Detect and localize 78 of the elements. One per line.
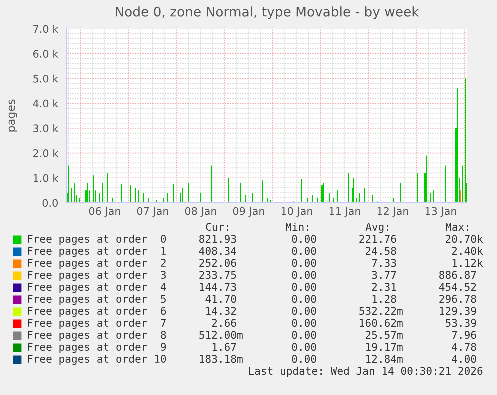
text: 0.00 bbox=[292, 235, 316, 244]
text: 886.87 bbox=[440, 271, 476, 280]
text: Max: bbox=[446, 223, 468, 232]
text: 0.00 bbox=[292, 307, 316, 316]
x-tick-label: 10 Jan bbox=[282, 207, 312, 218]
text: 2.31 bbox=[372, 283, 396, 292]
text: 20.70k bbox=[446, 234, 484, 244]
legend-label: Free pages at order 1 bbox=[28, 246, 166, 258]
text: 2.40k bbox=[452, 246, 484, 256]
legend-label: Free pages at order 5 bbox=[28, 294, 166, 306]
legend-label: Free pages at order 0 bbox=[28, 234, 166, 246]
legend-label: Free pages at order 8 bbox=[28, 330, 166, 342]
text: 53.39 bbox=[446, 319, 476, 328]
legend-label: Free pages at order 10 bbox=[28, 354, 166, 366]
text: 25.57m bbox=[366, 331, 403, 340]
text: 454.52 bbox=[439, 283, 476, 292]
legend-label: Free pages at order 3 bbox=[28, 270, 166, 282]
y-tick-label: 6.0 k bbox=[33, 50, 59, 58]
chart-title: Node 0, zone Normal, type Movable - by week bbox=[116, 6, 420, 20]
legend-label: Free pages at order 4 bbox=[28, 282, 166, 294]
x-tick-label: 12 Jan bbox=[378, 207, 408, 218]
text: 532.22m bbox=[360, 307, 403, 316]
text: 0.00 bbox=[292, 295, 316, 304]
text: 0.00 bbox=[292, 259, 316, 268]
text: 512.00m bbox=[200, 331, 243, 340]
text: 0.00 bbox=[292, 355, 316, 364]
text: Last update: Wed Jan 14 00:30:21 2026 bbox=[249, 366, 483, 378]
text: 14.32 bbox=[206, 307, 236, 316]
text: 129.39 bbox=[440, 307, 476, 316]
text: 0.00 bbox=[292, 271, 316, 280]
text: 296.78 bbox=[440, 295, 476, 304]
text: 3.77 bbox=[372, 271, 396, 280]
text: 233.75 bbox=[200, 271, 236, 280]
text: 821.93 bbox=[200, 235, 236, 244]
y-tick-label: 0.0 bbox=[42, 199, 58, 208]
x-tick-label: 08 Jan bbox=[185, 207, 216, 218]
x-tick-label: 09 Jan bbox=[233, 207, 264, 218]
x-tick-label: 06 Jan bbox=[89, 207, 120, 218]
y-tick-label: 1.0 k bbox=[34, 174, 59, 182]
text: 0.00 bbox=[292, 331, 316, 340]
y-tick-label: 3.0 k bbox=[34, 124, 59, 133]
text: 7.33 bbox=[372, 259, 396, 268]
text: 0.00 bbox=[292, 283, 316, 292]
y-tick-label: 5.0 k bbox=[34, 74, 59, 83]
text: 4.00 bbox=[452, 355, 476, 364]
x-tick-label: 11 Jan bbox=[330, 207, 360, 218]
x-tick-label: 13 Jan bbox=[426, 207, 456, 218]
x-tick-label: 07 Jan bbox=[137, 207, 168, 218]
text: 4.78 bbox=[452, 343, 476, 352]
text: 41.70 bbox=[206, 295, 236, 304]
text: 7.96 bbox=[452, 331, 476, 340]
text: 1.67 bbox=[212, 343, 236, 352]
text: 0.00 bbox=[292, 247, 316, 256]
text: 19.17m bbox=[366, 343, 403, 352]
text: 183.18m bbox=[200, 355, 243, 364]
text: 1.12k bbox=[452, 258, 484, 267]
legend-label: Free pages at order 7 bbox=[28, 318, 166, 330]
text: 24.58 bbox=[366, 247, 396, 256]
y-axis-title: pages bbox=[8, 100, 18, 132]
y-tick-label: 2.0 k bbox=[34, 149, 59, 158]
legend-label: Free pages at order 2 bbox=[28, 258, 166, 270]
text: 1.28 bbox=[372, 295, 396, 304]
text: 12.84m bbox=[366, 355, 403, 364]
legend-label: Free pages at order 6 bbox=[28, 306, 166, 318]
y-tick-label: 4.0 k bbox=[33, 100, 59, 108]
y-tick-label: 7.0 k bbox=[34, 25, 59, 34]
text: Cur: bbox=[206, 223, 228, 232]
text: 160.62m bbox=[360, 319, 403, 328]
text: 0.00 bbox=[292, 319, 316, 328]
text: 408.34 bbox=[199, 247, 236, 256]
text: 221.76 bbox=[360, 235, 396, 244]
text: 252.06 bbox=[200, 259, 236, 268]
text: 2.66 bbox=[212, 319, 236, 328]
text: Min: bbox=[286, 222, 308, 231]
text: 144.73 bbox=[200, 283, 236, 292]
legend-label: Free pages at order 9 bbox=[28, 342, 166, 354]
text: Avg: bbox=[366, 223, 388, 234]
text: 0.00 bbox=[292, 343, 316, 352]
